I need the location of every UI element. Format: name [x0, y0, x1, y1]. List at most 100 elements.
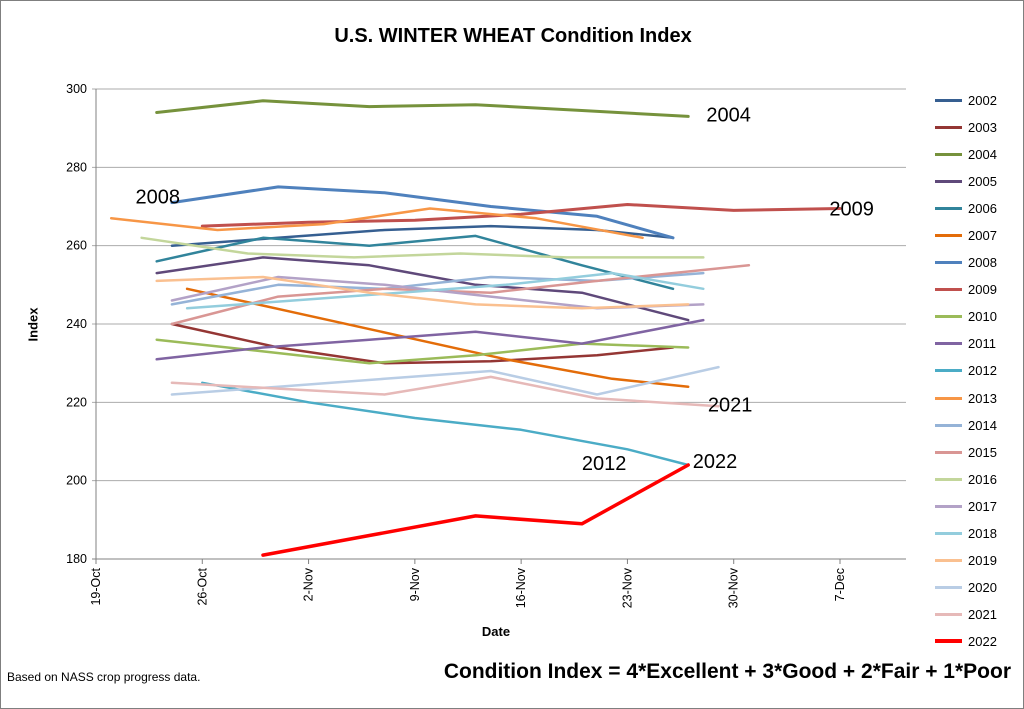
- legend-item-2005: 2005: [935, 174, 1021, 189]
- y-tick-label: 180: [66, 552, 87, 566]
- series-line-2020: [170, 365, 720, 396]
- y-tick-label: 300: [66, 82, 87, 96]
- legend-label: 2010: [968, 309, 997, 325]
- legend-label: 2002: [968, 93, 997, 108]
- legend-item-2010: 2010: [935, 309, 1021, 324]
- x-axis-title: Date: [481, 624, 511, 639]
- legend-line-swatch: [935, 153, 962, 157]
- legend-line-swatch: [935, 342, 962, 346]
- x-tick-label: 23-Nov: [620, 567, 634, 608]
- series-line-2007: [185, 287, 690, 388]
- legend-line-swatch: [935, 369, 962, 373]
- legend-line-swatch: [935, 450, 962, 454]
- legend-item-2018: 2018: [935, 526, 1021, 541]
- series-line-2015: [170, 264, 751, 326]
- legend-line-swatch: [935, 207, 962, 211]
- x-tick-label: 19-Oct: [89, 567, 103, 605]
- series-line-2008: [170, 185, 675, 240]
- series-line-2017: [170, 275, 705, 310]
- legend-item-2017: 2017: [935, 499, 1021, 514]
- legend-item-2019: 2019: [935, 553, 1021, 568]
- legend-line-swatch: [935, 234, 962, 238]
- legend-line-swatch: [935, 585, 962, 589]
- annotation-2008: 2008: [135, 187, 180, 209]
- x-tick-label: 16-Nov: [514, 567, 528, 608]
- series-line-2013: [109, 207, 644, 240]
- legend-line-swatch: [935, 99, 962, 102]
- y-tick-label: 280: [66, 160, 87, 174]
- legend-line-swatch: [935, 261, 962, 265]
- legend-label: 2016: [968, 471, 997, 487]
- series-line-2004: [155, 99, 690, 118]
- y-tick-label: 220: [66, 395, 87, 409]
- legend-line-swatch: [935, 531, 962, 535]
- legend-line-swatch: [935, 612, 962, 616]
- legend-label: 2007: [968, 228, 997, 244]
- annotation-2012: 2012: [582, 453, 627, 475]
- legend-label: 2015: [968, 444, 997, 460]
- series-line-2019: [155, 275, 690, 310]
- annotation-2021: 2021: [708, 394, 753, 416]
- legend-item-2012: 2012: [935, 363, 1021, 378]
- legend-line-swatch: [935, 396, 962, 400]
- series-line-2021: [170, 375, 720, 408]
- legend-item-2002: 2002: [935, 93, 1021, 108]
- series-line-2009: [200, 203, 842, 228]
- legend-line-swatch: [935, 504, 962, 508]
- legend-line-swatch: [935, 639, 962, 644]
- legend-label: 2013: [968, 390, 997, 406]
- annotation-2009: 2009: [829, 198, 874, 220]
- y-tick-label: 260: [66, 239, 87, 253]
- series-line-2010: [155, 338, 690, 365]
- legend-label: 2011: [968, 336, 996, 352]
- x-tick-label: 26-Oct: [195, 567, 209, 605]
- y-axis-title: Index: [25, 307, 41, 342]
- y-tick-label: 240: [66, 317, 87, 331]
- series-line-2012: [201, 381, 690, 467]
- legend-item-2015: 2015: [935, 445, 1021, 460]
- legend-line-swatch: [935, 288, 962, 292]
- legend-label: 2008: [968, 255, 997, 271]
- legend-item-2007: 2007: [935, 228, 1021, 243]
- x-tick-label: 9-Nov: [408, 567, 422, 601]
- series-line-2022: [261, 463, 690, 557]
- legend-label: 2019: [968, 552, 997, 568]
- legend-item-2006: 2006: [935, 201, 1021, 216]
- legend-line-swatch: [935, 180, 962, 184]
- legend-item-2022: 2022: [935, 634, 1021, 649]
- x-tick-label: 7-Dec: [833, 568, 847, 601]
- series-line-2014: [170, 271, 705, 306]
- legend-label: 2003: [968, 120, 997, 136]
- series-line-2002: [170, 224, 675, 247]
- series-line-2003: [170, 322, 675, 365]
- series-line-2016: [140, 236, 705, 259]
- source-note: Based on NASS crop progress data.: [7, 670, 201, 684]
- legend-line-swatch: [935, 477, 962, 481]
- legend-label: 2014: [968, 417, 997, 433]
- legend-item-2021: 2021: [935, 607, 1021, 622]
- legend-line-swatch: [935, 558, 962, 562]
- series-line-2018: [185, 271, 705, 310]
- legend-label: 2020: [968, 579, 997, 595]
- annotation-2004: 2004: [706, 104, 751, 126]
- legend-label: 2017: [968, 498, 997, 514]
- legend-item-2013: 2013: [935, 391, 1021, 406]
- y-tick-label: 200: [66, 474, 87, 488]
- legend-line-swatch: [935, 126, 962, 130]
- x-tick-label: 30-Nov: [727, 567, 741, 608]
- chart-title: U.S. WINTER WHEAT Condition Index: [334, 25, 692, 47]
- legend-label: 2012: [968, 363, 997, 379]
- legend-item-2003: 2003: [935, 120, 1021, 135]
- legend-label: 2004: [968, 147, 997, 163]
- legend-label: 2018: [968, 525, 997, 541]
- legend: 2002 2003 2004 2005 2006 2007 2008 2009 2010 2011…: [935, 93, 1021, 649]
- legend-line-swatch: [935, 423, 962, 427]
- legend-label: 2022: [968, 633, 997, 649]
- legend-label: 2009: [968, 282, 997, 298]
- series-line-2005: [155, 256, 690, 322]
- legend-label: 2021: [968, 606, 997, 622]
- legend-item-2004: 2004: [935, 147, 1021, 162]
- legend-item-2020: 2020: [935, 580, 1021, 595]
